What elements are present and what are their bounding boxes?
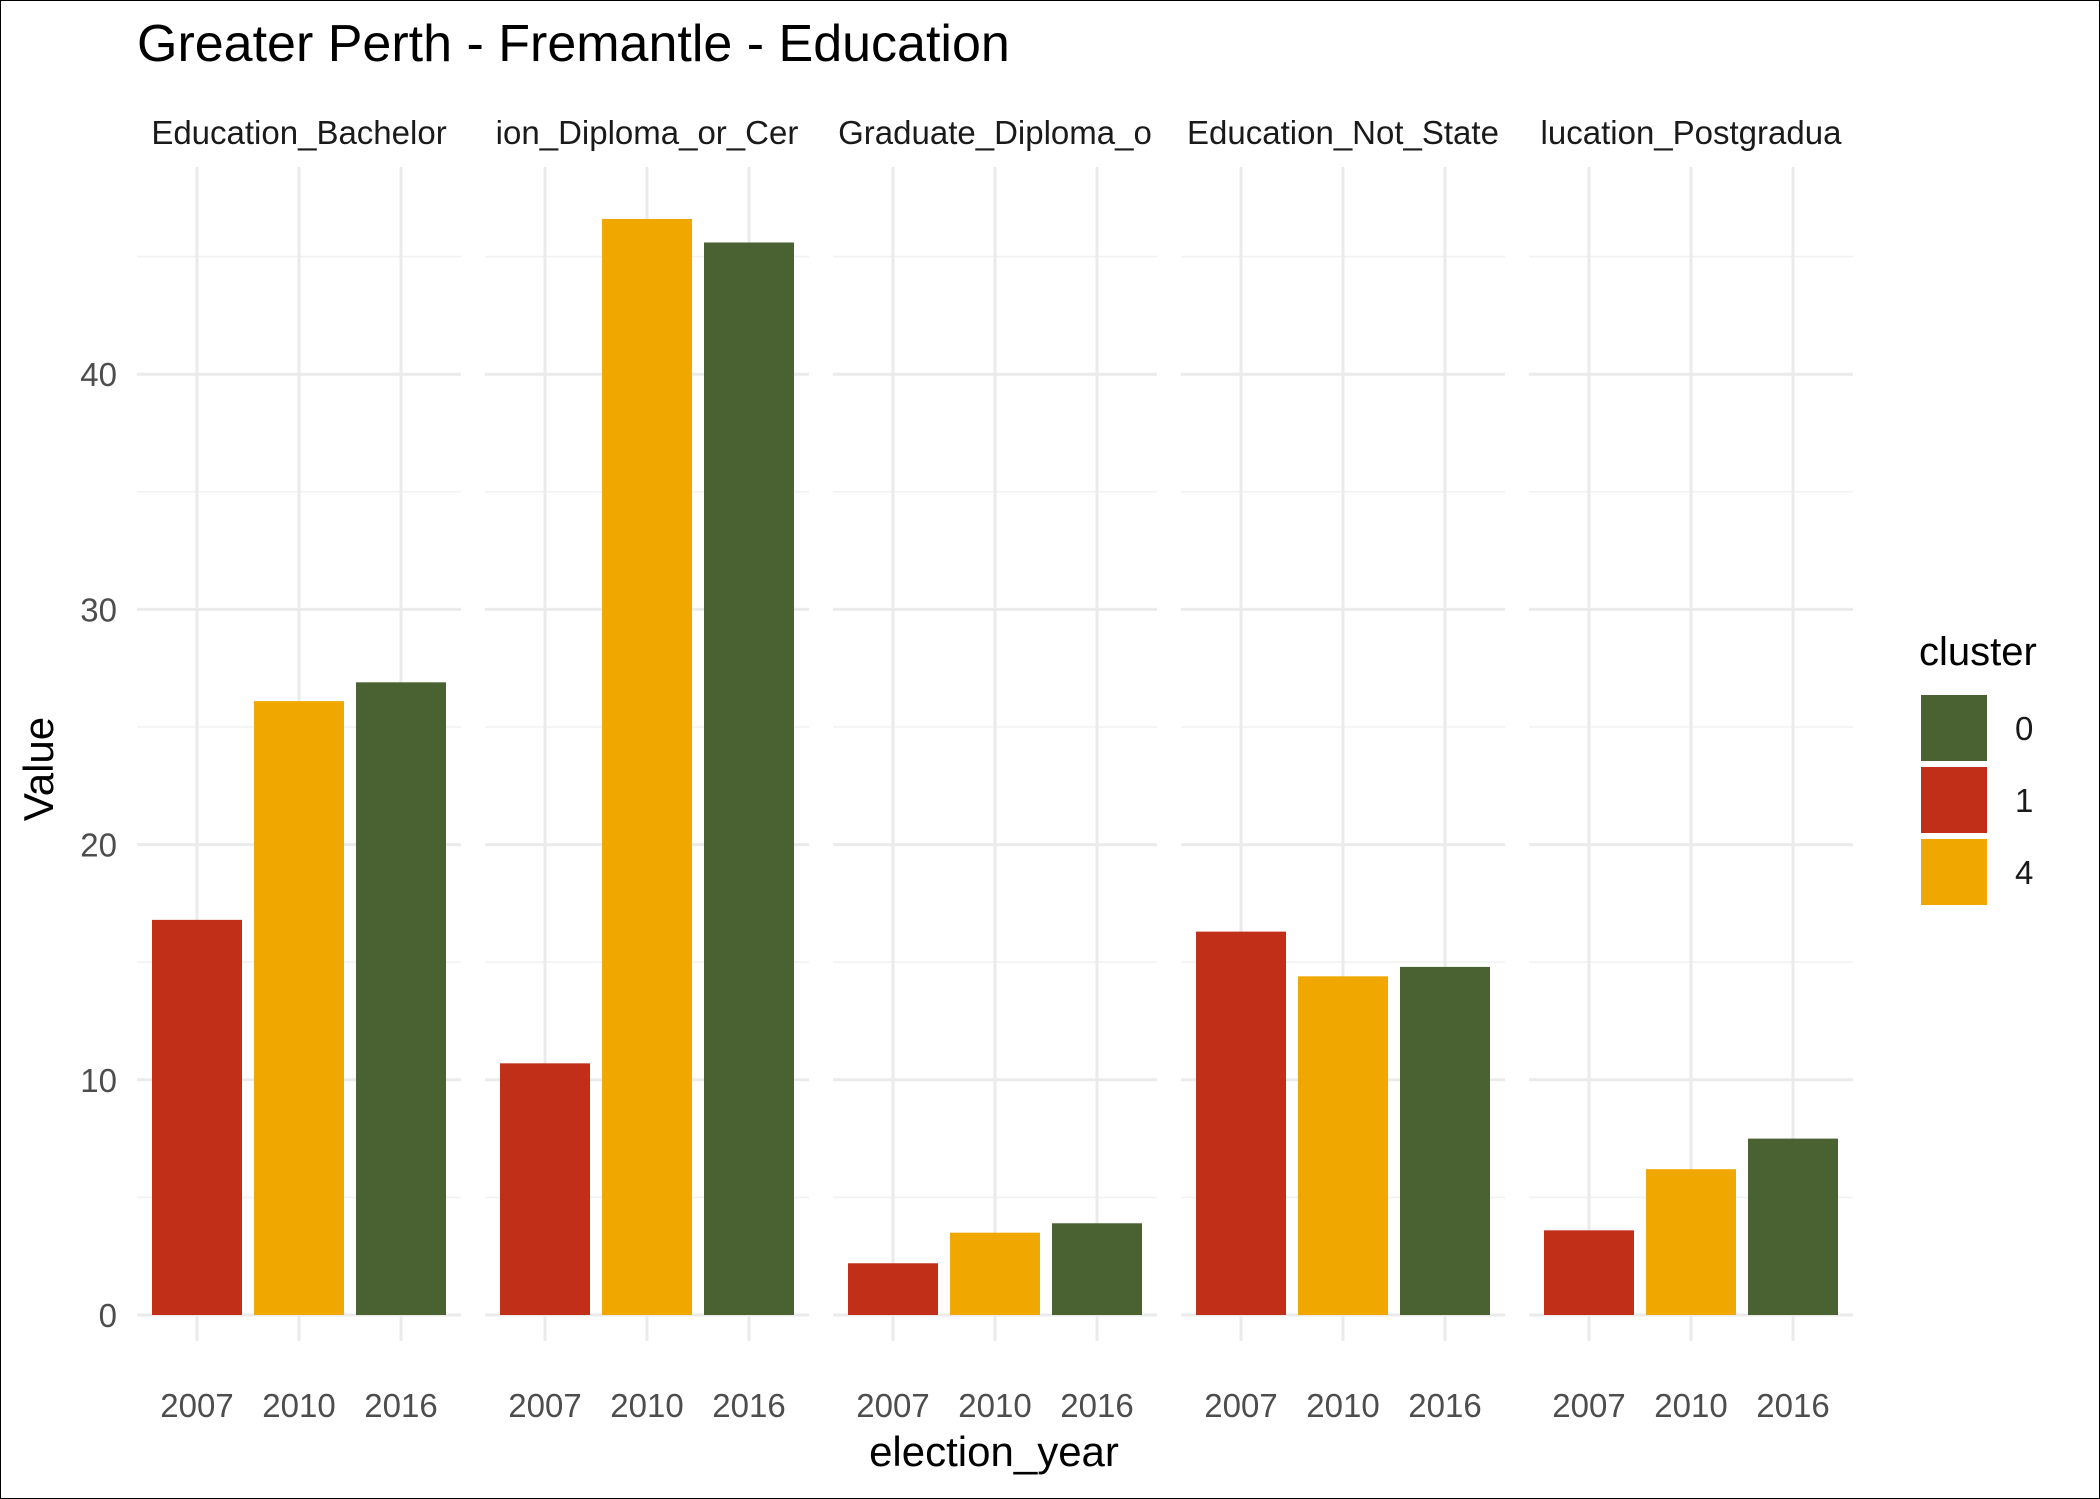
x-tick-label: 2010	[262, 1387, 335, 1424]
facet-strip-label: Graduate_Diploma_o	[838, 114, 1152, 151]
x-tick-label: 2010	[958, 1387, 1031, 1424]
y-axis: 0 10 20 30 40	[80, 356, 117, 1334]
bar	[1544, 1230, 1634, 1315]
bar	[152, 919, 242, 1315]
x-tick-label: 2010	[1654, 1387, 1727, 1424]
bar	[1052, 1223, 1142, 1315]
bar	[500, 1063, 590, 1315]
y-tick-label: 30	[80, 591, 117, 628]
bar	[1400, 966, 1490, 1315]
x-tick-label: 2016	[364, 1387, 437, 1424]
legend-swatch	[1921, 767, 1987, 833]
facet-strip-label: ion_Diploma_or_Cer	[496, 114, 799, 151]
x-tick-label: 2007	[1552, 1387, 1625, 1424]
x-tick-label: 2010	[1306, 1387, 1379, 1424]
legend: cluster 0 1 4	[1919, 630, 2037, 905]
facet-panel: Education_Bachelor 2007 2010 2016	[137, 114, 461, 1424]
bar	[254, 701, 344, 1315]
legend-label: 4	[2015, 854, 2033, 891]
bar	[1748, 1138, 1838, 1315]
x-tick-label: 2007	[160, 1387, 233, 1424]
chart-title: Greater Perth - Fremantle - Education	[137, 15, 1010, 73]
legend-label: 1	[2015, 782, 2033, 819]
y-axis-title: Value	[15, 717, 62, 821]
bar	[950, 1232, 1040, 1315]
bar	[1298, 976, 1388, 1315]
legend-swatch	[1921, 839, 1987, 905]
y-tick-label: 0	[99, 1297, 117, 1334]
bar	[1646, 1169, 1736, 1315]
x-tick-label: 2016	[1408, 1387, 1481, 1424]
x-axis-title: election_year	[869, 1428, 1119, 1475]
facet-panel: ion_Diploma_or_Cer 2007 2010 2016	[485, 114, 809, 1424]
bar	[1196, 931, 1286, 1315]
facet-strip-label: lucation_Postgradua	[1541, 114, 1843, 151]
x-tick-label: 2007	[508, 1387, 581, 1424]
legend-label: 0	[2015, 710, 2033, 747]
bar	[704, 242, 794, 1315]
facet-strip-label: Education_Not_State	[1187, 114, 1499, 151]
x-tick-label: 2016	[1060, 1387, 1133, 1424]
x-tick-label: 2007	[856, 1387, 929, 1424]
legend-swatch	[1921, 695, 1987, 761]
bar	[602, 218, 692, 1315]
y-tick-label: 40	[80, 356, 117, 393]
x-tick-label: 2016	[1756, 1387, 1829, 1424]
facet-panel: Graduate_Diploma_o 2007 2010 2016	[833, 114, 1157, 1424]
facet-strip-label: Education_Bachelor	[151, 114, 446, 151]
x-tick-label: 2010	[610, 1387, 683, 1424]
bar	[848, 1263, 938, 1315]
y-tick-label: 10	[80, 1062, 117, 1099]
x-tick-label: 2016	[712, 1387, 785, 1424]
facet-panel: lucation_Postgradua 2007 2010 2016	[1529, 114, 1853, 1424]
x-tick-label: 2007	[1204, 1387, 1277, 1424]
legend-title: cluster	[1919, 630, 2037, 674]
y-tick-label: 20	[80, 827, 117, 864]
bar	[356, 682, 446, 1315]
facet-panel: Education_Not_State 2007 2010 2016	[1181, 114, 1505, 1424]
